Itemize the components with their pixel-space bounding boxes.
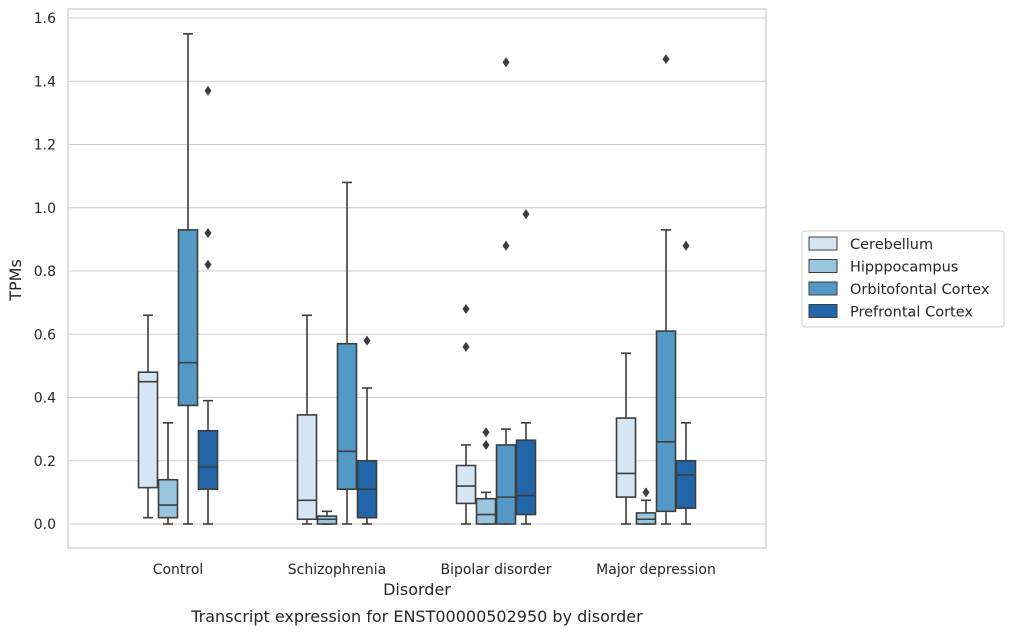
box-orbitofontal-cortex-2 [495, 57, 517, 525]
box-body [157, 478, 179, 519]
box-prefrontal-cortex-2 [515, 209, 537, 525]
y-tick-label: 0.4 [34, 391, 56, 407]
box-prefrontal-cortex-3 [675, 240, 697, 525]
box-orbitofontal-cortex-3 [655, 54, 677, 525]
box-body [296, 414, 318, 521]
x-tick-labels: Control Schizophrenia Bipolar disorder Majo… [153, 562, 716, 578]
outlier-point [642, 487, 650, 498]
legend-swatch [808, 304, 838, 318]
y-tick-label: 1.6 [34, 11, 56, 27]
box-body [177, 229, 199, 407]
legend-label: Hipppocampus [850, 260, 958, 276]
box-body [197, 429, 219, 491]
box-hipppocampus-3 [635, 487, 657, 525]
box-hipppocampus-0 [157, 421, 179, 525]
box-body [615, 417, 637, 498]
x-tick-label: Schizophrenia [288, 562, 386, 578]
box-body [675, 459, 697, 509]
box-orbitofontal-cortex-0 [177, 33, 199, 525]
box-cerebellum-0 [137, 314, 159, 519]
x-tick-label: Bipolar disorder [440, 562, 551, 578]
legend-label: Cerebellum [850, 237, 933, 253]
x-axis-label: Disorder [383, 580, 451, 599]
x-tick-label: Major depression [596, 562, 716, 578]
box-body [655, 330, 677, 513]
box-body [495, 444, 517, 525]
outlier-point [462, 341, 470, 352]
box-prefrontal-cortex-1 [356, 335, 378, 525]
box-cerebellum-2 [455, 303, 477, 525]
outlier-point [204, 259, 212, 270]
y-tick-label: 0.8 [34, 264, 56, 280]
box-cerebellum-3 [615, 352, 637, 525]
box-body [336, 342, 358, 491]
y-axis-label: TPMs [6, 259, 25, 302]
legend-swatch [808, 236, 838, 251]
box-hipppocampus-1 [316, 510, 338, 525]
legend: Cerebellum Hipppocampus Orbitofontal Corte… [801, 230, 1005, 328]
box-prefrontal-cortex-0 [197, 85, 219, 525]
y-tick-label: 0.2 [34, 454, 56, 470]
box-body [137, 371, 159, 489]
y-tick-label: 1.4 [34, 74, 56, 90]
outlier-point [522, 209, 530, 220]
legend-frame [801, 230, 1005, 328]
outlier-point [204, 228, 212, 239]
box-hipppocampus-2 [475, 427, 497, 525]
x-tick-label: Control [153, 562, 204, 578]
outlier-point [502, 57, 510, 68]
outlier-point [502, 240, 510, 251]
box-cerebellum-1 [296, 314, 318, 525]
box-body [455, 464, 477, 505]
outlier-point [482, 439, 490, 450]
box-orbitofontal-cortex-1 [336, 181, 358, 525]
box-body [515, 439, 537, 516]
legend-label: Prefrontal Cortex [850, 305, 973, 321]
outlier-point [662, 54, 670, 65]
box-body [475, 497, 497, 525]
plot-frame [67, 8, 767, 549]
chart-caption: Transcript expression for ENST0000050295… [190, 607, 643, 626]
y-tick-label: 1.0 [34, 201, 56, 217]
y-tick-label: 0.0 [34, 517, 56, 533]
y-tick-label: 1.2 [34, 138, 56, 154]
legend-label: Orbitofontal Cortex [850, 282, 990, 298]
box-groups [137, 33, 697, 525]
y-tick-label: 0.6 [34, 327, 56, 343]
y-tick-labels: 0.0 0.2 0.4 0.6 0.8 1.0 1.2 1.4 1.6 [34, 11, 56, 533]
legend-swatch [808, 259, 838, 273]
outlier-point [482, 427, 490, 438]
outlier-point [204, 85, 212, 96]
outlier-point [363, 335, 371, 346]
legend-swatch [808, 281, 838, 296]
outlier-point [682, 240, 690, 251]
outlier-point [462, 303, 470, 314]
